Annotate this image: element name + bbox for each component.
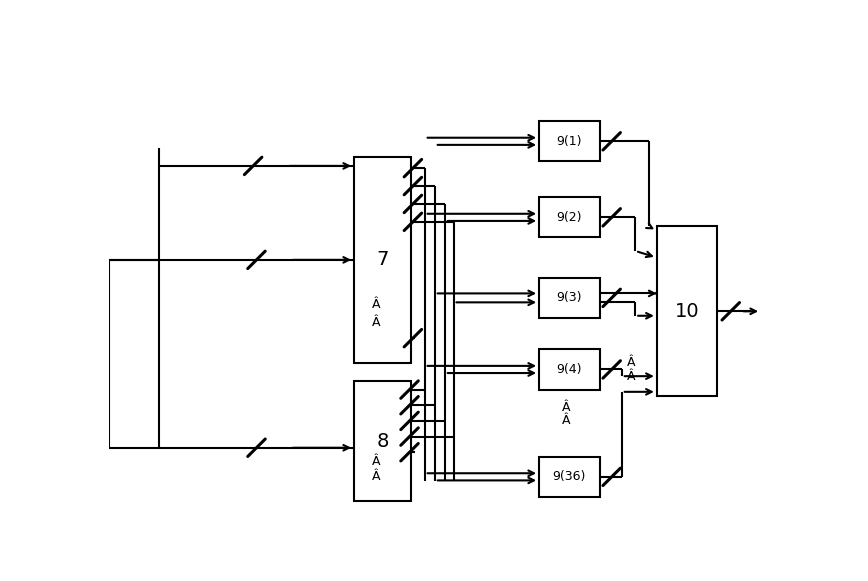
Text: Â: Â bbox=[562, 414, 570, 428]
Text: Â: Â bbox=[372, 455, 380, 468]
Text: Â: Â bbox=[372, 298, 380, 311]
Text: 9(2): 9(2) bbox=[556, 211, 582, 224]
Bar bbox=[657, 226, 717, 396]
Text: 9(4): 9(4) bbox=[556, 363, 582, 376]
Text: 10: 10 bbox=[674, 302, 700, 321]
Bar bbox=[354, 381, 411, 501]
Text: Â: Â bbox=[372, 316, 380, 329]
Text: 7: 7 bbox=[377, 250, 389, 270]
Text: Â: Â bbox=[627, 356, 635, 370]
Bar bbox=[539, 457, 600, 497]
Text: Â: Â bbox=[372, 471, 380, 483]
Text: 9(3): 9(3) bbox=[556, 292, 582, 304]
Text: 8: 8 bbox=[377, 432, 389, 450]
Bar bbox=[539, 121, 600, 162]
Bar bbox=[539, 197, 600, 238]
Text: 9(36): 9(36) bbox=[553, 471, 586, 483]
Bar bbox=[539, 349, 600, 390]
Text: Â: Â bbox=[562, 401, 570, 414]
Bar bbox=[354, 157, 411, 363]
Text: 9(1): 9(1) bbox=[556, 135, 582, 148]
Text: Â: Â bbox=[627, 370, 635, 383]
Bar bbox=[539, 278, 600, 318]
